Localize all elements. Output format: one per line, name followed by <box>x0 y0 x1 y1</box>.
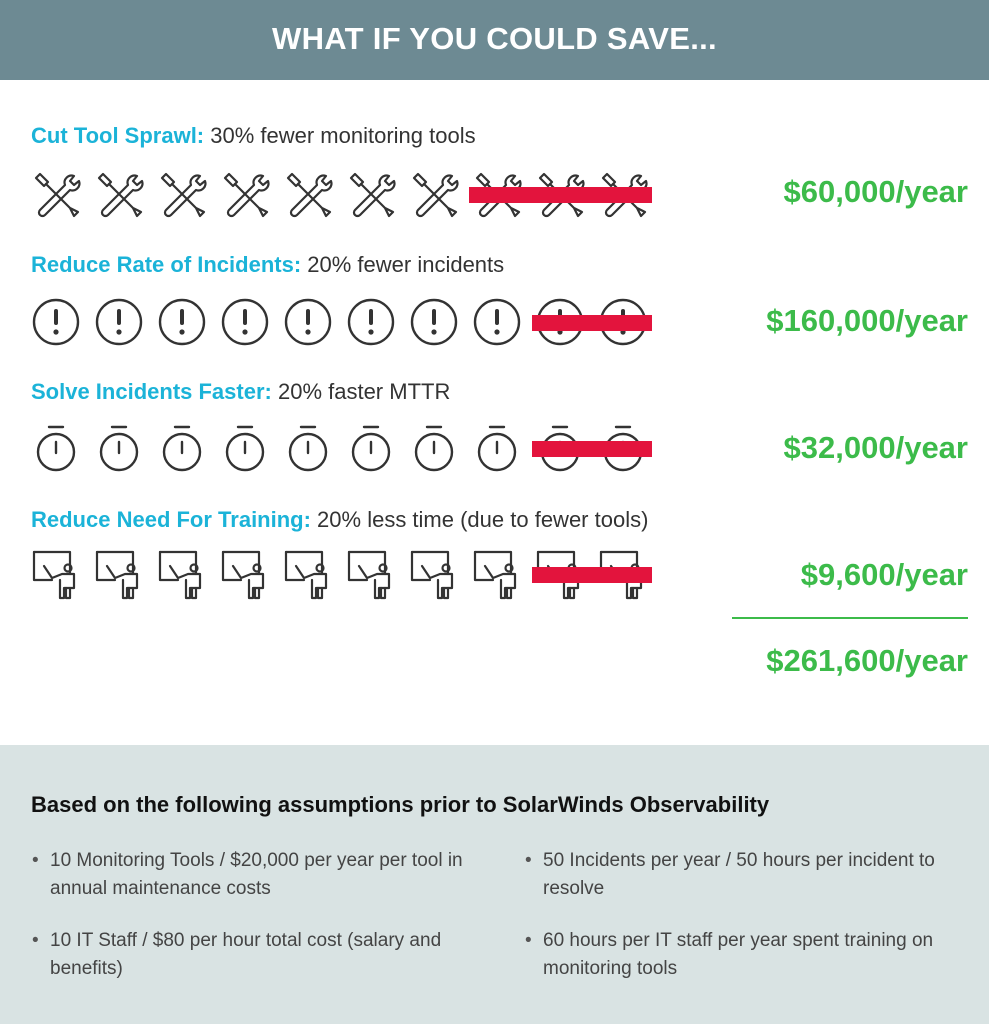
alert-circle-icon <box>93 296 145 348</box>
assumptions-title: Based on the following assumptions prior… <box>31 792 770 817</box>
trainer-board-icon <box>282 548 334 600</box>
tool-sprawl-label: Cut Tool Sprawl: 30% fewer monitoring to… <box>31 123 476 149</box>
strike-through-bar <box>469 187 652 203</box>
stopwatch-icon <box>219 422 271 474</box>
training-label: Reduce Need For Training: 20% less time … <box>31 507 648 533</box>
stopwatch-icon <box>408 422 460 474</box>
trainer-board-icon <box>345 548 397 600</box>
stopwatch-icon <box>156 422 208 474</box>
training-lead: Reduce Need For Training: <box>31 507 311 532</box>
trainer-board-icon <box>30 548 82 600</box>
wrench-screwdriver-icon <box>345 168 397 220</box>
wrench-screwdriver-icon <box>30 168 82 220</box>
stopwatch-icon <box>93 422 145 474</box>
trainer-board-icon <box>471 548 523 600</box>
stopwatch-icon <box>30 422 82 474</box>
incident-icon-row <box>30 296 660 356</box>
stopwatch-icon <box>282 422 334 474</box>
tool-icon-row <box>30 168 660 228</box>
strike-through-bar <box>532 441 652 457</box>
mttr-lead: Solve Incidents Faster: <box>31 379 272 404</box>
total-divider <box>732 617 968 619</box>
alert-circle-icon <box>30 296 82 348</box>
assumptions-panel: Based on the following assumptions prior… <box>0 745 989 1024</box>
tool-sprawl-amount: $60,000/year <box>783 174 968 209</box>
mttr-text: 20% faster MTTR <box>271 379 451 404</box>
alert-circle-icon <box>156 296 208 348</box>
tool-sprawl-lead: Cut Tool Sprawl: <box>31 123 205 148</box>
mttr-label: Solve Incidents Faster: 20% faster MTTR <box>31 379 450 405</box>
wrench-screwdriver-icon <box>282 168 334 220</box>
training-text: 20% less time (due to fewer tools) <box>310 507 649 532</box>
alert-circle-icon <box>282 296 334 348</box>
stopwatch-icon <box>345 422 397 474</box>
assumption-item: 10 IT Staff / $80 per hour total cost (s… <box>32 927 480 983</box>
alert-circle-icon <box>471 296 523 348</box>
alert-circle-icon <box>408 296 460 348</box>
mttr-amount: $32,000/year <box>783 430 968 465</box>
alert-circle-icon <box>219 296 271 348</box>
wrench-screwdriver-icon <box>219 168 271 220</box>
assumption-item: 50 Incidents per year / 50 hours per inc… <box>525 847 973 903</box>
assumption-item: 10 Monitoring Tools / $20,000 per year p… <box>32 847 480 903</box>
incidents-lead: Reduce Rate of Incidents: <box>31 252 302 277</box>
wrench-screwdriver-icon <box>93 168 145 220</box>
trainer-board-icon <box>156 548 208 600</box>
incidents-amount: $160,000/year <box>766 303 968 338</box>
stopwatch-icon-row <box>30 422 660 482</box>
trainer-board-icon <box>93 548 145 600</box>
strike-through-bar <box>532 567 652 583</box>
trainer-board-icon <box>408 548 460 600</box>
incidents-label: Reduce Rate of Incidents: 20% fewer inci… <box>31 252 504 278</box>
page-title: WHAT IF YOU COULD SAVE... <box>0 0 989 80</box>
wrench-screwdriver-icon <box>156 168 208 220</box>
training-amount: $9,600/year <box>800 557 968 592</box>
training-icon-row <box>30 548 660 608</box>
assumption-item: 60 hours per IT staff per year spent tra… <box>525 927 973 983</box>
trainer-board-icon <box>219 548 271 600</box>
wrench-screwdriver-icon <box>408 168 460 220</box>
total-amount: $261,600/year <box>766 643 968 678</box>
incidents-text: 20% fewer incidents <box>301 252 505 277</box>
strike-through-bar <box>532 315 652 331</box>
alert-circle-icon <box>345 296 397 348</box>
stopwatch-icon <box>471 422 523 474</box>
tool-sprawl-text: 30% fewer monitoring tools <box>204 123 476 148</box>
